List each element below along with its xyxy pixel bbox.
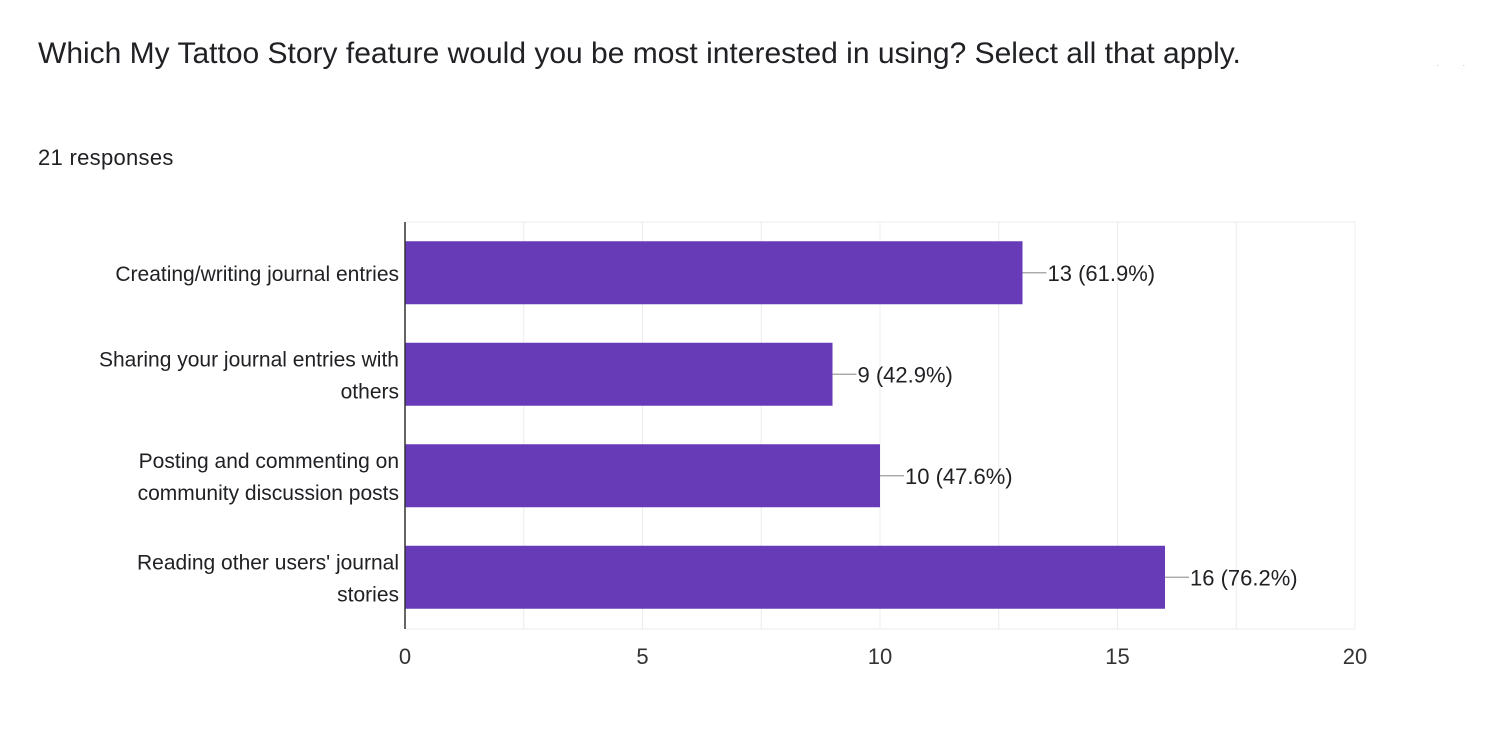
x-tick-label: 20 <box>1343 644 1367 669</box>
category-label-line: Creating/writing journal entries <box>115 263 399 286</box>
data-label: 16 (76.2%) <box>1190 565 1298 590</box>
chart-labels: 13 (61.9%) Creating/writing journal entri… <box>99 261 1298 607</box>
data-label: 9 (42.9%) <box>858 362 953 387</box>
category-label-line: Posting and commenting on <box>139 450 399 473</box>
data-label: 10 (47.6%) <box>905 464 1013 489</box>
category-label: Creating/writing journal entries <box>115 263 399 286</box>
category-label-line: community discussion posts <box>138 482 399 505</box>
response-count: 21 responses <box>38 145 174 170</box>
category-label: Reading other users' journal stories <box>137 551 399 606</box>
bar <box>405 342 833 406</box>
data-label: 13 (61.9%) <box>1048 261 1156 286</box>
x-tick-label: 0 <box>399 644 411 669</box>
category-label-line: stories <box>337 583 399 606</box>
category-label-line: Sharing your journal entries with <box>99 348 399 371</box>
category-label: Sharing your journal entries with others <box>99 348 399 403</box>
bar <box>405 241 1023 305</box>
category-label: Posting and commenting on community discu… <box>138 450 399 505</box>
x-tick-label: 15 <box>1105 644 1129 669</box>
bar <box>405 444 880 508</box>
category-label-line: Reading other users' journal <box>137 551 399 574</box>
category-label-line: others <box>341 380 399 403</box>
question-title: Which My Tattoo Story feature would you … <box>38 37 1241 70</box>
x-tick-label: 10 <box>868 644 892 669</box>
corner-mark: · · <box>1436 60 1476 71</box>
bar <box>405 545 1165 609</box>
x-tick-label: 5 <box>636 644 648 669</box>
chart-axes: 0 5 10 15 20 <box>399 222 1367 669</box>
chart-bars <box>405 241 1165 609</box>
